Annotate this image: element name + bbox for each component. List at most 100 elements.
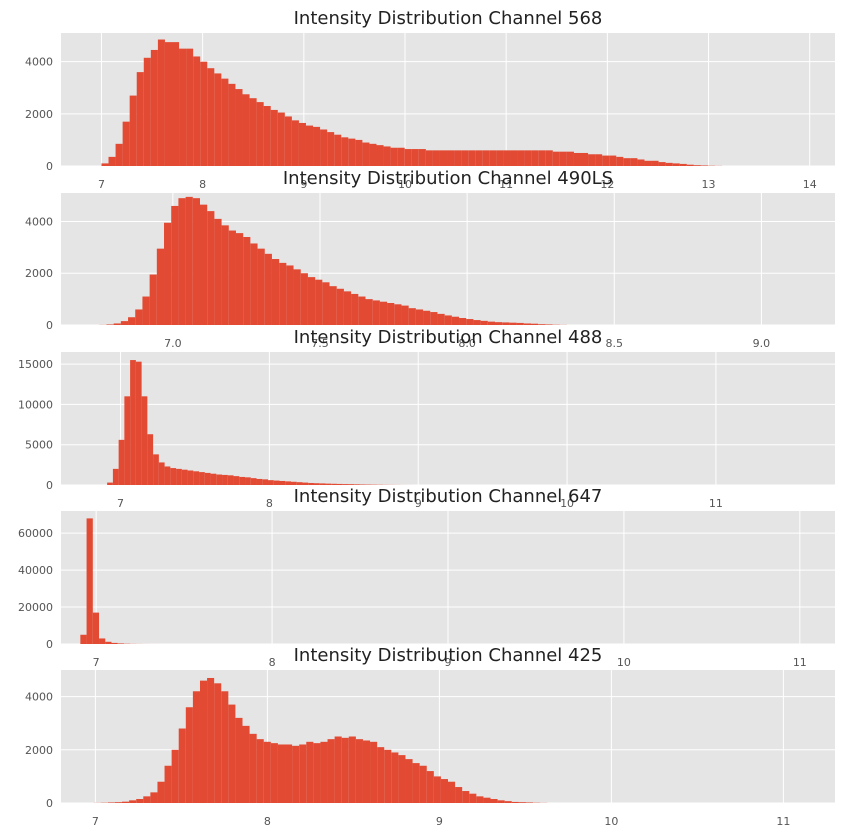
histogram-bar [384,749,392,803]
histogram-bar [214,73,222,166]
histogram-bar [185,196,193,325]
histogram-bar [348,484,355,485]
chart-title: Intensity Distribution Channel 425 [294,645,603,666]
histogram-bar [665,162,673,166]
histogram-bar [651,160,659,166]
histogram-bar [408,308,416,325]
histogram-bar [439,150,448,166]
histogram-bar [595,154,603,166]
histogram-bar [233,476,240,485]
histogram-bar [118,439,125,485]
histogram-bar [271,259,280,325]
histogram-bar [228,230,236,325]
histogram-bar [377,747,385,803]
histogram-bar [256,739,264,803]
histogram-bar [686,164,694,166]
histogram-bar [573,152,582,166]
histogram-bar [141,396,148,485]
histogram-bar [391,752,399,803]
histogram-bar [187,470,194,485]
histogram-bar [319,483,326,485]
histogram-bar [700,165,708,166]
histogram-bar [164,222,172,325]
histogram-bar [221,691,229,803]
histogram-bar [263,106,271,166]
histogram-bar [658,162,666,166]
chart-title: Intensity Distribution Channel 488 [294,327,603,348]
histogram-bar [242,725,250,803]
histogram-bar [290,481,297,485]
histogram-bar [300,273,308,325]
x-tick-label: 11 [499,178,513,191]
histogram-bar [482,150,490,166]
x-tick-label: 7.5 [311,337,329,350]
x-tick-label: 10 [398,178,412,191]
histogram-bar [228,704,236,803]
histogram-bar [158,462,165,485]
histogram-bar [115,143,123,166]
histogram-bar [150,792,158,803]
histogram-bar [308,482,314,485]
histogram-bar [509,322,517,325]
histogram-bar [302,482,309,485]
histogram-bar [423,310,431,325]
histogram-bar [143,796,151,803]
histogram-bar [644,160,652,166]
histogram-bar [672,163,680,166]
histogram-bar [616,156,624,166]
histogram-bar [214,683,222,803]
histogram-bar [277,744,286,803]
y-tick-label: 4000 [25,56,53,69]
histogram-bar [193,471,200,485]
x-tick-label: 8 [266,497,273,510]
histogram-bar [320,129,328,166]
histogram-bar [228,83,236,166]
x-tick-label: 8.0 [458,337,476,350]
histogram-bar [270,109,278,166]
histogram-bar [111,642,118,644]
histogram-bar [313,743,321,803]
histogram-bar [164,765,172,803]
histogram-bar [107,802,115,803]
histogram-bar [299,744,307,803]
histogram-bar [320,741,328,803]
histogram-bar [588,154,596,166]
histogram-bar [313,126,321,166]
histogram-bar [362,142,370,166]
histogram-bar [473,320,481,325]
histogram-bar [101,163,109,166]
y-tick-label: 0 [46,479,53,492]
histogram-bar [199,204,208,325]
histogram-bar [136,72,144,166]
histogram-bar [397,147,405,166]
histogram-bar [178,728,186,803]
histogram-bar [425,150,433,166]
histogram-bar [517,150,525,166]
histogram-bar [516,322,524,325]
histogram-bar [149,274,157,325]
histogram-bar [235,233,244,325]
histogram-bar [92,612,100,644]
histogram-bar [153,454,159,485]
histogram-bar [307,277,316,325]
x-tick-label: 12 [600,178,614,191]
x-tick-label: 8 [269,656,276,669]
histogram-bar [559,151,567,166]
y-tick-label: 0 [46,638,53,651]
histogram-bar [199,680,208,803]
histogram-bar [114,802,123,803]
histogram-bar [192,691,200,803]
histogram-bar [207,677,215,803]
y-tick-label: 40000 [18,564,53,577]
histogram-bar [221,78,229,166]
histogram-bar [480,320,488,325]
histogram-bar [245,477,251,485]
histogram-bar [524,150,532,166]
histogram-bar [171,205,179,325]
histogram-bar [358,296,366,325]
histogram-bar [263,741,271,803]
histogram-bar [495,322,503,325]
histogram-bar [334,736,342,803]
histogram-bar [306,741,314,803]
